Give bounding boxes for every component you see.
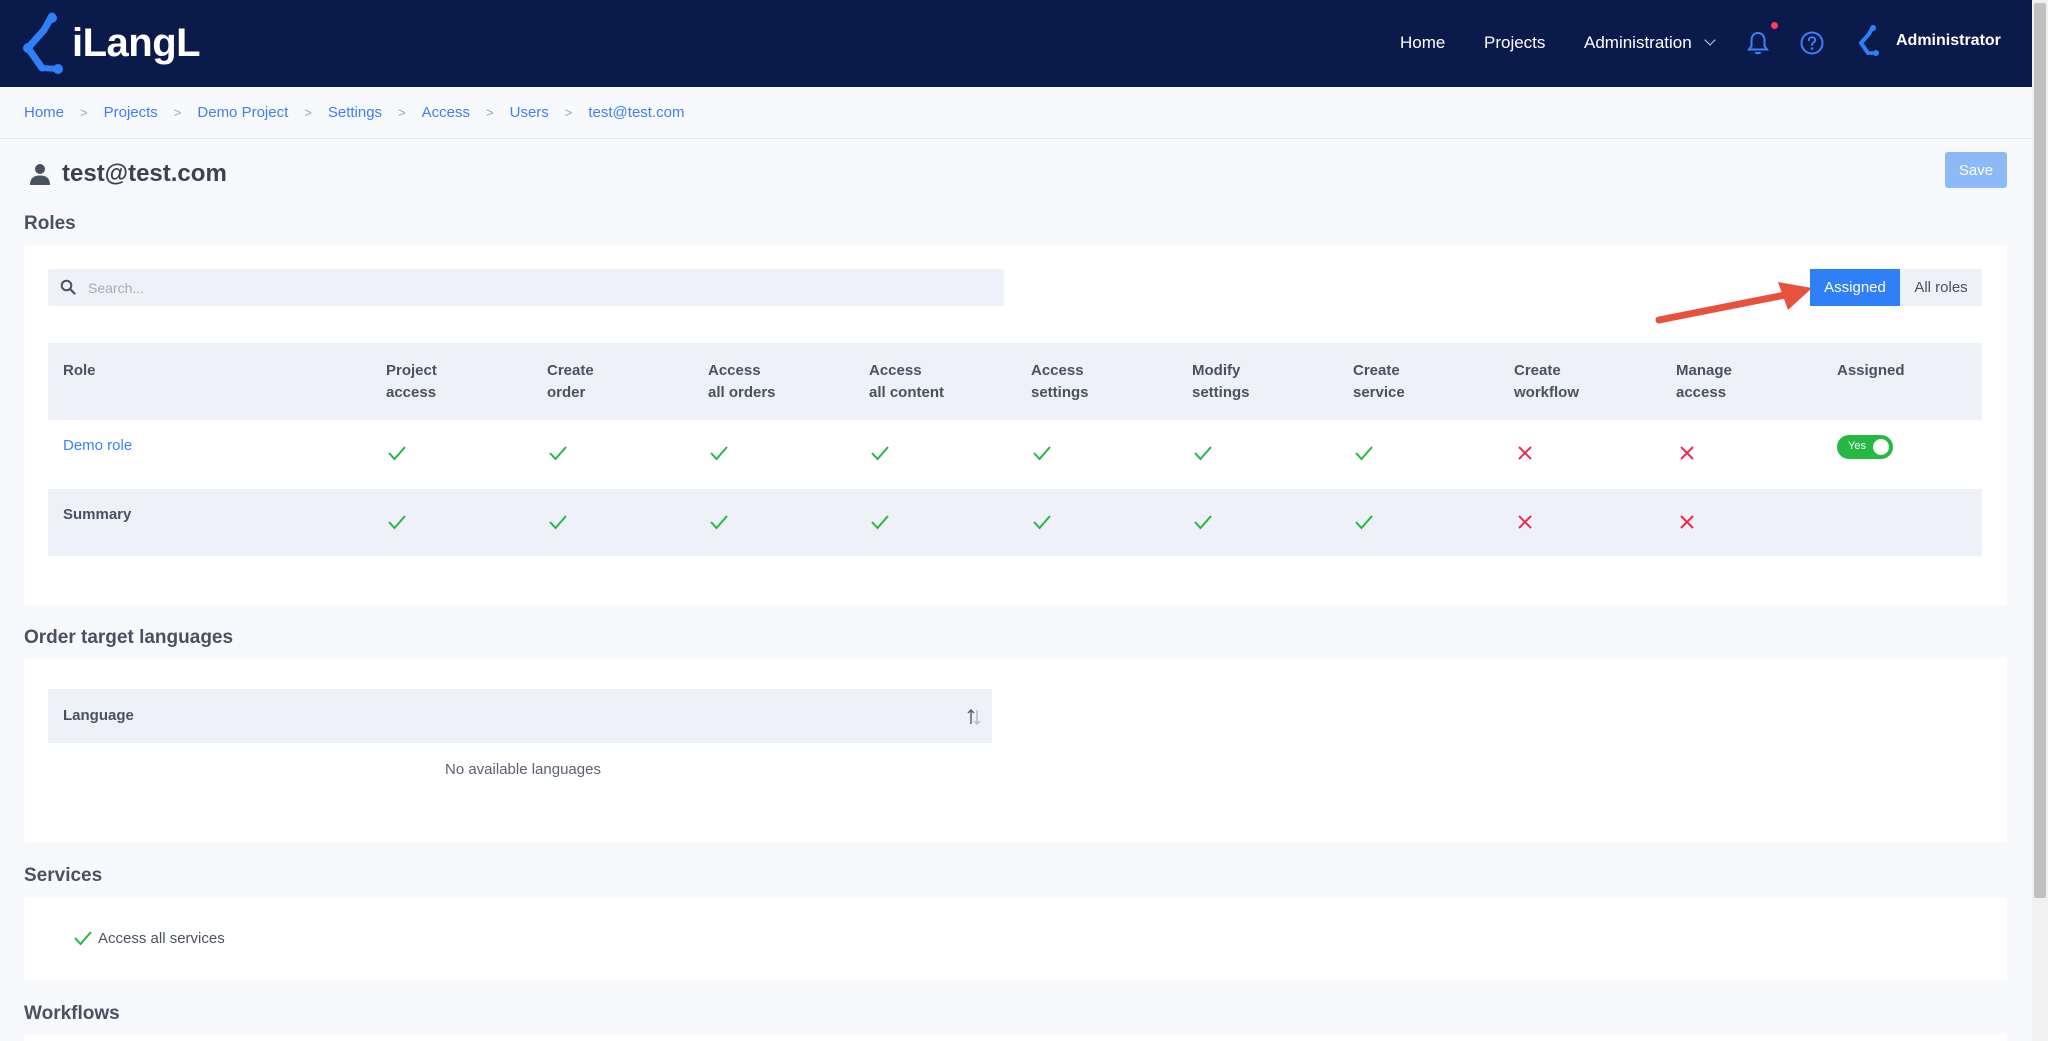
annotation-arrow (1655, 282, 1812, 324)
filter-assigned-button[interactable]: Assigned (1810, 269, 1900, 306)
check-icon (871, 446, 889, 461)
column-header-project-access: Project access (386, 362, 437, 401)
table-row-summary: Summary (48, 489, 1982, 556)
page-title-text: test@test.com (62, 160, 227, 187)
cross-icon (1518, 446, 1532, 460)
nav-administration-label: Administration (1584, 33, 1692, 52)
check-icon (710, 446, 728, 461)
help-icon[interactable] (1799, 30, 1825, 56)
breadcrumb-separator: > (398, 104, 406, 120)
breadcrumb-home[interactable]: Home (24, 103, 65, 121)
column-header-create-workflow: Create workflow (1514, 362, 1580, 401)
user-avatar-icon (1859, 25, 1879, 56)
nav-projects[interactable]: Projects (1484, 33, 1546, 52)
breadcrumb: Home > Projects > Demo Project > Setting… (24, 102, 684, 122)
column-header-access-all-orders: Access all orders (708, 362, 776, 401)
check-icon (1194, 515, 1212, 530)
chevron-down-icon (1704, 34, 1716, 46)
logo-icon (23, 12, 63, 74)
cross-icon (1518, 515, 1532, 529)
breadcrumb-separator: > (80, 104, 88, 120)
bell-icon[interactable] (1745, 30, 1771, 56)
breadcrumb-current-user[interactable]: test@test.com (588, 103, 685, 121)
notification-badge (1771, 22, 1778, 29)
breadcrumb-separator: > (486, 104, 494, 120)
check-icon (871, 515, 889, 530)
roles-section-title: Roles (24, 213, 76, 234)
assigned-toggle[interactable]: Yes (1837, 435, 1893, 459)
table-row: Demo role Yes (48, 420, 1982, 489)
column-header-language[interactable]: Language (63, 707, 134, 724)
check-icon (388, 515, 406, 530)
workflows-section-title: Workflows (24, 1003, 120, 1024)
services-section-title: Services (24, 865, 103, 886)
languages-card (24, 658, 2007, 842)
column-header-access-settings: Access settings (1031, 362, 1089, 401)
check-icon (388, 446, 406, 461)
check-icon (74, 931, 92, 946)
cross-icon (1680, 515, 1694, 529)
breadcrumb-users[interactable]: Users (509, 103, 549, 121)
logo-text: iLangL (72, 20, 201, 65)
role-name-link[interactable]: Demo role (63, 437, 133, 454)
breadcrumb-settings[interactable]: Settings (327, 103, 383, 121)
user-name: Administrator (1896, 32, 2001, 49)
check-icon (1355, 446, 1373, 461)
column-header-modify-settings: Modify settings (1192, 362, 1250, 401)
sort-icon[interactable] (965, 706, 983, 728)
summary-label: Summary (63, 506, 132, 523)
nav-home[interactable]: Home (1400, 33, 1446, 52)
check-icon (1355, 515, 1373, 530)
breadcrumb-projects[interactable]: Projects (103, 103, 158, 121)
breadcrumb-access[interactable]: Access (421, 103, 471, 121)
check-icon (710, 515, 728, 530)
user-icon (30, 164, 50, 185)
column-header-create-order: Create order (547, 362, 594, 401)
check-icon (549, 515, 567, 530)
column-header-role[interactable]: Role (63, 362, 96, 379)
column-header-manage-access: Manage access (1676, 362, 1732, 401)
scrollbar-thumb[interactable] (2034, 3, 2046, 898)
nav-administration[interactable]: Administration (1584, 33, 1716, 53)
column-header-assigned: Assigned (1837, 362, 1905, 379)
breadcrumb-separator: > (564, 104, 573, 120)
cross-icon (1680, 446, 1694, 460)
languages-section-title: Order target languages (24, 627, 234, 648)
top-navbar: iLangL Home Projects Administration Admi… (0, 0, 2032, 87)
service-item: Access all services (72, 928, 225, 948)
breadcrumb-separator: > (304, 104, 312, 120)
languages-empty-message: No available languages (445, 761, 601, 778)
check-icon (549, 446, 567, 461)
page-title: test@test.com (30, 160, 227, 188)
check-icon (1033, 515, 1051, 530)
toggle-knob (1873, 439, 1889, 455)
languages-table-header: Language (48, 689, 992, 743)
save-button[interactable]: Save (1945, 152, 2007, 188)
filter-all-roles-button[interactable]: All roles (1900, 269, 1982, 306)
breadcrumb-separator: > (173, 104, 182, 120)
toggle-label: Yes (1848, 440, 1866, 452)
roles-table-header: Role Project access Create order Access … (48, 343, 1982, 420)
column-header-access-all-content: Access all content (869, 362, 945, 401)
check-icon (1033, 446, 1051, 461)
column-header-create-service: Create service (1353, 362, 1405, 401)
logo[interactable]: iLangL (22, 12, 201, 74)
roles-search-input[interactable] (48, 269, 1004, 306)
workflows-card (24, 1034, 2007, 1041)
search-icon (60, 279, 76, 295)
user-menu[interactable]: Administrator (1858, 24, 2001, 58)
breadcrumb-demo-project[interactable]: Demo Project (197, 103, 289, 121)
service-item-label: Access all services (98, 929, 225, 947)
services-card (24, 897, 2007, 980)
check-icon (1194, 446, 1212, 461)
breadcrumb-divider (0, 138, 2032, 139)
